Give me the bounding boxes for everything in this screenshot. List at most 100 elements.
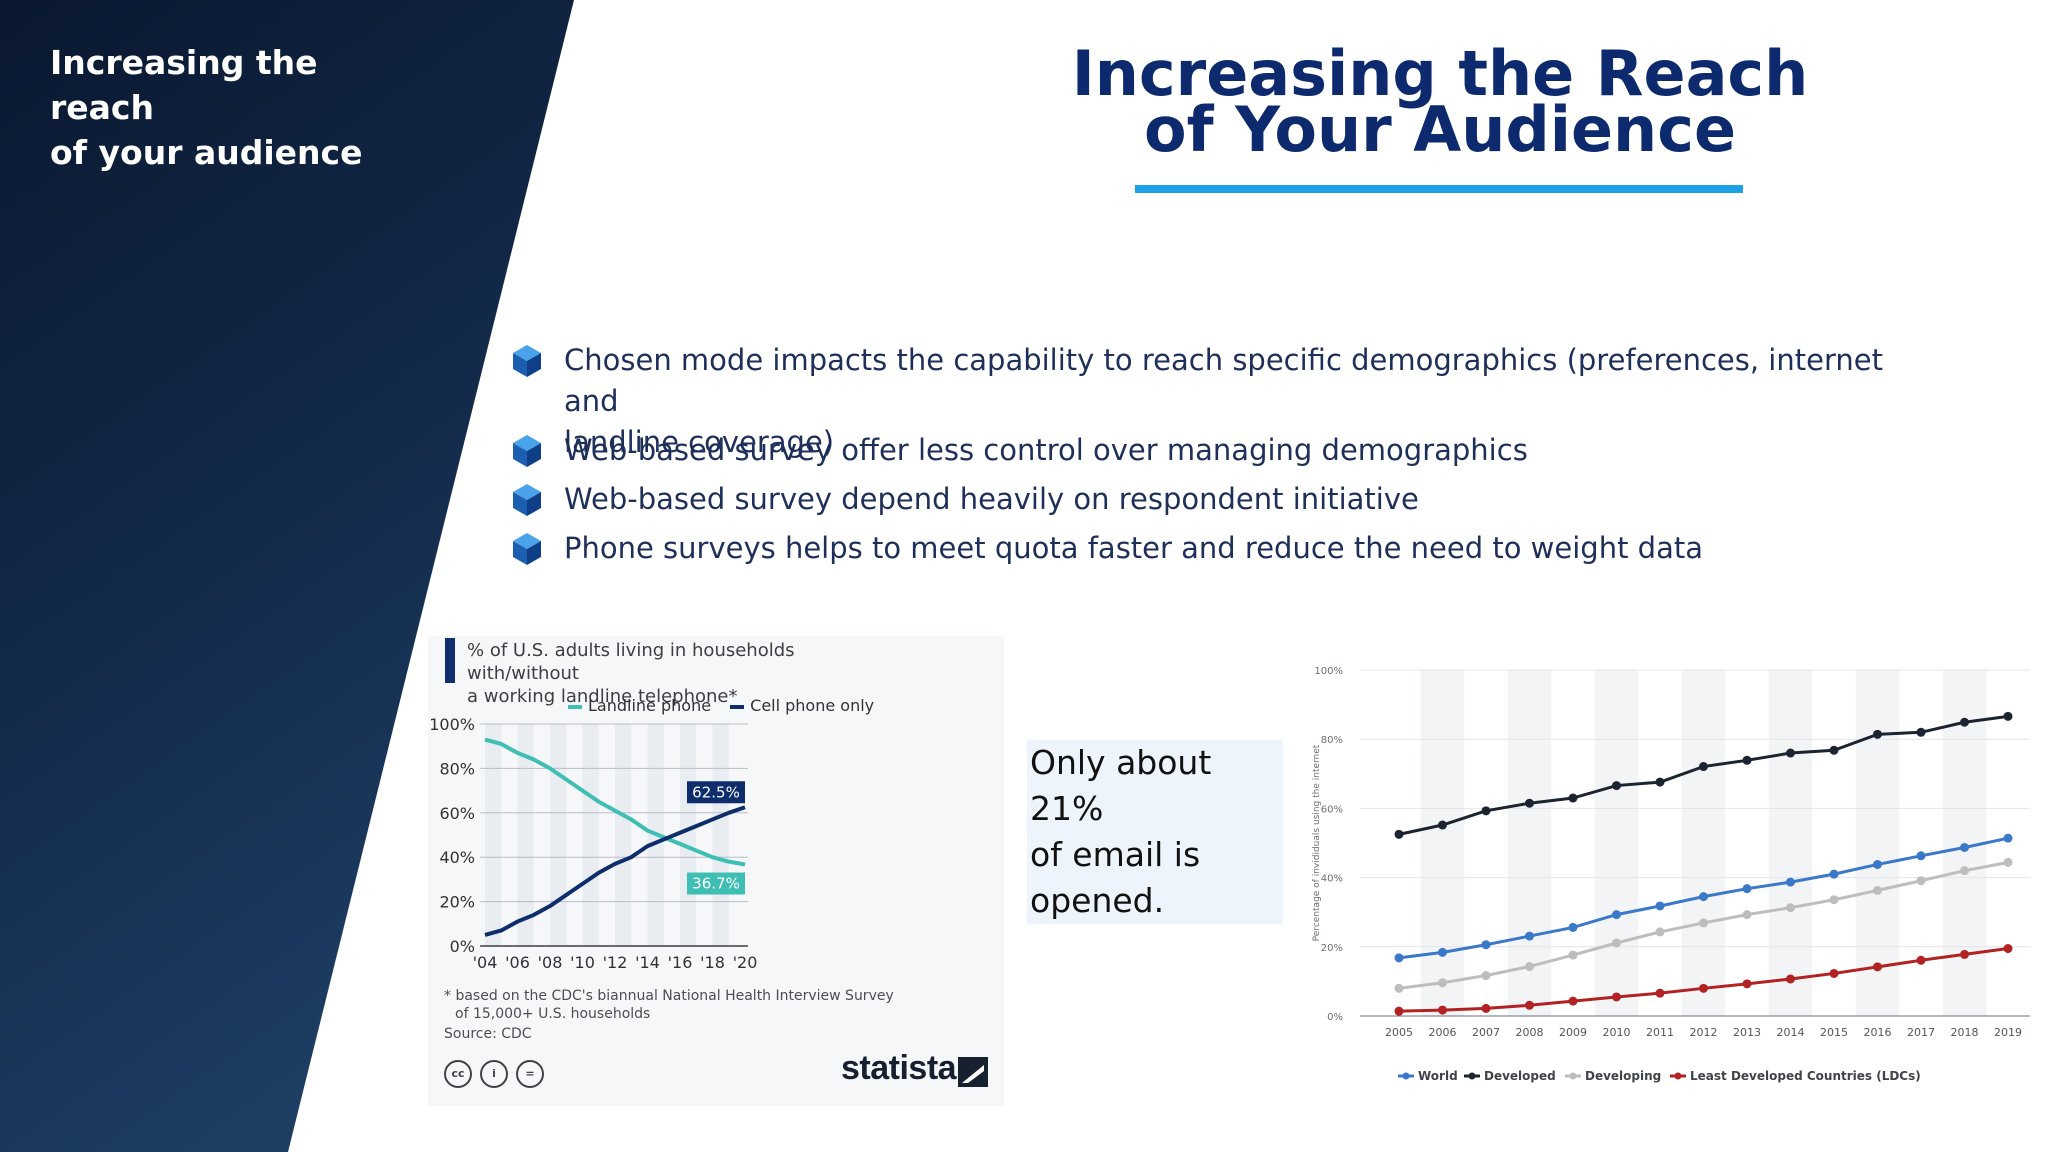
column-band <box>680 724 697 946</box>
legend-marker <box>1402 1072 1410 1080</box>
y-tick-label: 100% <box>1314 666 1343 677</box>
data-point <box>2003 833 2013 843</box>
x-tick-label: 2014 <box>1777 1026 1805 1039</box>
column-band <box>582 724 599 946</box>
data-point <box>1916 727 1926 737</box>
column-band <box>550 724 567 946</box>
y-tick-label: 0% <box>450 937 475 956</box>
column-band <box>1594 670 1639 1016</box>
x-tick-label: 2006 <box>1429 1026 1457 1039</box>
data-point <box>1786 903 1795 913</box>
data-point <box>1438 978 1447 988</box>
sidebar-title-line1: Increasing the reach <box>50 43 318 127</box>
series-line-0 <box>484 737 746 867</box>
data-point <box>1481 1003 1491 1013</box>
data-point <box>1699 762 1708 772</box>
data-point <box>1612 938 1621 948</box>
y-tick-label: 80% <box>1321 735 1343 746</box>
data-point <box>1873 859 1882 869</box>
nd-icon[interactable]: = <box>516 1060 544 1088</box>
sidebar-title: Increasing the reach of your audience <box>50 40 410 175</box>
y-tick-label: 20% <box>1321 943 1343 954</box>
footnote-line: of 15,000+ U.S. households <box>455 1006 651 1022</box>
x-tick-label: 2017 <box>1907 1026 1935 1039</box>
y-tick-label: 40% <box>439 848 475 867</box>
data-point <box>1742 979 1752 989</box>
data-point <box>1916 876 1926 886</box>
statista-footnote: * based on the CDC's biannual National H… <box>444 987 964 1023</box>
cc-icon[interactable]: cc <box>444 1060 472 1088</box>
data-point <box>1786 748 1795 758</box>
by-icon[interactable]: i <box>480 1060 508 1088</box>
column-band <box>1507 670 1552 1016</box>
bullet-text: Web-based survey offer less control over… <box>564 433 1528 467</box>
x-tick-label: 2016 <box>1864 1026 1892 1039</box>
data-point <box>1960 842 1969 852</box>
data-point <box>1438 947 1447 957</box>
page-title: Increasing the Reach of Your Audience <box>1000 43 1880 166</box>
x-tick-label: '18 <box>700 953 725 972</box>
data-point <box>1481 806 1491 816</box>
bullet-text: Web-based survey depend heavily on respo… <box>564 482 1419 516</box>
data-point <box>1655 988 1665 998</box>
x-tick-label: 2013 <box>1733 1026 1761 1039</box>
column-band <box>485 724 502 946</box>
statista-legend: Landline phone Cell phone only <box>568 696 888 715</box>
x-tick-label: 2015 <box>1820 1026 1848 1039</box>
y-tick-label: 40% <box>1321 874 1343 885</box>
internet-usage-line-chart: 0% 20% 40% 60% 80% 100% Percentage of invididu… <box>1312 666 2030 1083</box>
data-point <box>1699 983 1708 993</box>
email-open-rate-callout: Only about 21% of email is opened. <box>1027 740 1283 924</box>
data-point <box>1481 971 1491 981</box>
data-point <box>1481 940 1491 950</box>
footnote-line: * based on the CDC's biannual National H… <box>444 988 894 1004</box>
data-point <box>1394 953 1404 963</box>
data-point <box>1525 1000 1534 1010</box>
x-tick-label: 2018 <box>1951 1026 1979 1039</box>
statista-chart-card: % of U.S. adults living in households wi… <box>428 636 1004 1106</box>
data-point <box>1829 968 1839 978</box>
statista-logo[interactable]: statista <box>841 1049 957 1087</box>
data-point <box>1568 950 1578 960</box>
column-band <box>712 724 729 946</box>
data-label-box <box>687 781 745 804</box>
data-point <box>1612 781 1621 791</box>
y-tick-label: 80% <box>439 759 475 778</box>
x-tick-label: 2012 <box>1690 1026 1718 1039</box>
column-band <box>1681 670 1726 1016</box>
data-point <box>2003 711 2013 721</box>
data-point <box>1568 996 1578 1006</box>
statista-title-line: a working landline telephone* <box>467 686 738 707</box>
x-tick-label: '12 <box>603 953 628 972</box>
data-point <box>1394 983 1404 993</box>
statista-source: Source: CDC <box>444 1026 532 1042</box>
x-tick-label: '08 <box>538 953 563 972</box>
data-point <box>1394 1006 1404 1016</box>
data-point <box>1829 745 1839 755</box>
data-point <box>1525 962 1534 972</box>
data-point <box>1699 918 1708 928</box>
legend-label: Developing <box>1585 1069 1661 1083</box>
title-underline <box>1135 185 1743 193</box>
x-tick-label: '16 <box>668 953 693 972</box>
legend-marker <box>1468 1072 1476 1080</box>
data-point <box>2003 857 2013 867</box>
cube-icon <box>513 435 541 467</box>
legend-label: Developed <box>1484 1069 1556 1083</box>
legend-label: Cell phone only <box>750 696 875 715</box>
data-point <box>1829 895 1839 905</box>
data-label: 36.7% <box>692 875 740 893</box>
x-tick-label: 2009 <box>1559 1026 1587 1039</box>
series-line-1 <box>484 805 746 937</box>
data-point <box>1655 777 1665 787</box>
data-point <box>1438 820 1447 830</box>
data-point <box>1612 910 1621 920</box>
page-title-line2: of Your Audience <box>1144 93 1736 166</box>
column-band <box>1420 670 1465 1016</box>
y-tick-label: 60% <box>1321 804 1343 815</box>
data-point <box>1525 931 1534 941</box>
column-band <box>517 724 534 946</box>
x-tick-label: '10 <box>570 953 595 972</box>
statista-title-line: % of U.S. adults living in households wi… <box>467 640 795 684</box>
